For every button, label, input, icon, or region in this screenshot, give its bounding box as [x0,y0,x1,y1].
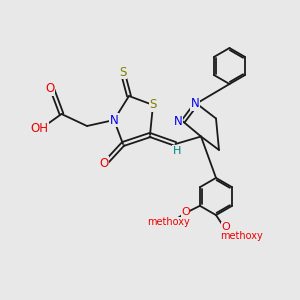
Text: OH: OH [30,122,48,136]
Text: N: N [110,113,118,127]
Text: N: N [190,97,200,110]
Text: O: O [181,207,190,217]
Text: methoxy: methoxy [220,231,263,241]
Text: O: O [221,222,230,232]
Text: H: H [173,146,181,156]
Text: O: O [99,157,108,170]
Text: O: O [45,82,54,95]
Text: S: S [119,65,127,79]
Text: N: N [174,115,183,128]
Text: methoxy: methoxy [147,217,190,227]
Text: S: S [149,98,157,112]
Text: methyl: methyl [167,221,177,225]
Text: methyl: methyl [240,235,250,239]
